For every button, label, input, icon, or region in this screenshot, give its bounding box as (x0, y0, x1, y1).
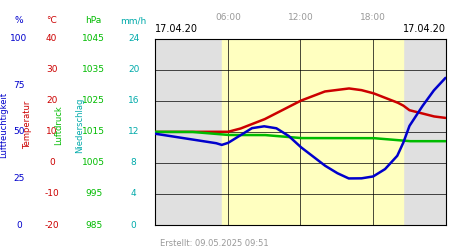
Text: 24: 24 (128, 34, 140, 43)
Text: 16: 16 (128, 96, 140, 105)
Text: 1005: 1005 (82, 158, 105, 168)
Text: 1035: 1035 (82, 65, 105, 74)
Text: 0: 0 (16, 220, 22, 230)
Text: 100: 100 (10, 34, 27, 43)
Text: 995: 995 (85, 190, 102, 198)
Bar (222, 39, 403, 225)
Text: 50: 50 (13, 127, 25, 136)
Text: Luftfeuchtigkeit: Luftfeuchtigkeit (0, 92, 8, 158)
Text: -10: -10 (45, 190, 59, 198)
Text: 75: 75 (13, 81, 25, 90)
Text: 06:00: 06:00 (215, 14, 241, 22)
Text: Erstellt: 09.05.2025 09:51: Erstellt: 09.05.2025 09:51 (160, 238, 268, 248)
Text: 12:00: 12:00 (288, 14, 313, 22)
Text: 12: 12 (128, 127, 140, 136)
Text: 1015: 1015 (82, 127, 105, 136)
Text: 18:00: 18:00 (360, 14, 386, 22)
Text: 8: 8 (131, 158, 136, 168)
Text: 4: 4 (131, 190, 136, 198)
Text: 30: 30 (46, 65, 58, 74)
Text: hPa: hPa (86, 16, 102, 25)
Text: 1045: 1045 (82, 34, 105, 43)
Text: 40: 40 (46, 34, 58, 43)
Text: 20: 20 (128, 65, 140, 74)
Text: 1025: 1025 (82, 96, 105, 105)
Text: °C: °C (46, 16, 57, 25)
Text: 0: 0 (131, 220, 136, 230)
Text: Temperatur: Temperatur (23, 101, 32, 149)
Text: 17.04.20: 17.04.20 (155, 24, 198, 34)
Text: 985: 985 (85, 220, 102, 230)
Text: Luftdruck: Luftdruck (54, 105, 63, 145)
Text: %: % (14, 16, 23, 25)
Text: 25: 25 (13, 174, 25, 183)
Text: 20: 20 (46, 96, 58, 105)
Text: 17.04.20: 17.04.20 (402, 24, 446, 34)
Text: Niederschlag: Niederschlag (76, 97, 85, 153)
Text: mm/h: mm/h (121, 16, 147, 25)
Text: 0: 0 (49, 158, 54, 168)
Text: 10: 10 (46, 127, 58, 136)
Text: -20: -20 (45, 220, 59, 230)
